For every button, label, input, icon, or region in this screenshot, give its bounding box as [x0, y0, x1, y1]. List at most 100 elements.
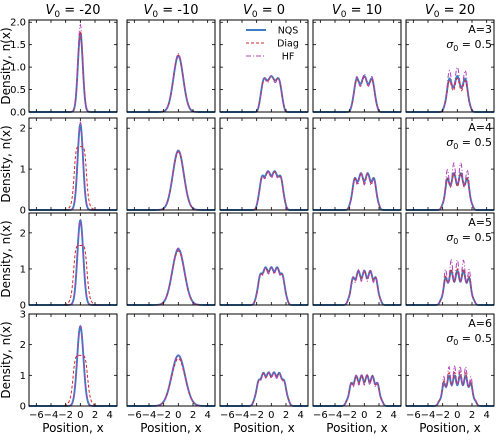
panel-r3-c1: 0 1 2	[20, 212, 118, 312]
sigma-label: σ0 = 0.5	[446, 332, 492, 347]
particle-number-label: A=5	[468, 216, 492, 229]
x-tick-label: −2	[156, 410, 171, 421]
x-axis-label: Position, x	[140, 421, 201, 435]
y-tick-label: 0	[20, 402, 26, 413]
x-tick-label: −4	[235, 410, 250, 421]
panel-r3-c4	[312, 212, 402, 306]
series-diag-line	[29, 30, 117, 113]
panel-frame	[312, 212, 402, 306]
labels-layer: V0 = -20 V0 = -10 V0 = 0 V0 = 10 V0 = 20 Dens…	[0, 3, 475, 399]
legend: NQS Diag HF	[246, 26, 299, 63]
y-tick-label: 2	[20, 228, 26, 239]
y-tick-label: 2.0	[10, 18, 26, 29]
panel-frame	[219, 212, 309, 306]
panel-r2-c2	[126, 117, 216, 211]
series-diag-line	[220, 75, 308, 113]
x-tick-label: 2	[92, 410, 98, 421]
sigma-label: σ0 = 0.5	[446, 231, 492, 246]
series-hf-line	[127, 247, 215, 306]
series-hf-line	[29, 219, 117, 306]
panel-frame	[28, 313, 118, 407]
x-axis-label: Position, x	[326, 421, 387, 435]
panel-r3-c3	[219, 212, 309, 306]
series-hf-line	[313, 171, 401, 211]
panel-r1-c2	[126, 19, 216, 113]
panel-r2-c5: A=4 σ0 = 0.5	[405, 117, 495, 211]
panel-frame	[219, 117, 309, 211]
x-tick-label: −2	[249, 410, 264, 421]
series-nqs-line	[29, 218, 117, 306]
x-tick-label: 0	[454, 410, 460, 421]
series-diag-line	[313, 270, 401, 306]
y-tick-label: 2	[20, 340, 26, 351]
y-tick-label: 0	[20, 206, 26, 217]
x-tick-label: 4	[204, 410, 210, 421]
series-nqs-line	[406, 75, 494, 113]
series-diag-line	[406, 77, 494, 113]
y-tick-label: 1	[20, 165, 26, 176]
x-tick-label: −4	[328, 410, 343, 421]
x-tick-label: −4	[421, 410, 436, 421]
legend-label-diag: Diag	[277, 39, 299, 50]
x-tick-label: 2	[190, 410, 196, 421]
x-tick-label: −6	[406, 410, 421, 421]
x-axis-label: Position, x	[419, 421, 480, 435]
y-axis-label: Density, n(x)	[0, 220, 13, 297]
sigma-label: σ0 = 0.5	[446, 38, 492, 53]
series-nqs-line	[29, 324, 117, 407]
x-tick-label: 4	[483, 410, 489, 421]
y-tick-label: 2	[20, 124, 26, 135]
x-tick-label: −6	[127, 410, 142, 421]
y-tick-label: 0.5	[10, 85, 26, 96]
series-hf-line	[220, 266, 308, 306]
panel-r2-c4	[312, 117, 402, 211]
y-tick-label: 3	[20, 310, 26, 321]
x-tick-label: −6	[29, 410, 44, 421]
legend-label-hf: HF	[282, 52, 295, 63]
panel-frame	[126, 19, 216, 113]
x-tick-label: 0	[175, 410, 181, 421]
series-diag-line	[220, 372, 308, 407]
series-nqs-line	[313, 374, 401, 407]
x-axis-label: Position, x	[233, 421, 294, 435]
column-title: V0 = 20	[425, 3, 475, 20]
x-tick-label: 2	[376, 410, 382, 421]
y-tick-label: 1.5	[10, 40, 26, 51]
particle-number-label: A=3	[468, 23, 492, 36]
series-hf-line	[29, 23, 117, 113]
panel-r2-c3	[219, 117, 309, 211]
panel-frame	[219, 19, 309, 113]
y-axis-label: Density, n(x)	[0, 125, 13, 202]
series-diag-line	[406, 172, 494, 211]
series-nqs-line	[406, 171, 494, 211]
panel-r1-c1: 0.0 0.5 1.0 1.5 2.0	[10, 18, 118, 119]
x-tick-label: 0	[361, 410, 367, 421]
column-title: V0 = -20	[45, 3, 100, 20]
series-nqs-line	[220, 75, 308, 113]
panel-frame	[405, 313, 495, 407]
y-tick-label: 0	[20, 301, 26, 312]
column-title: V0 = 10	[332, 3, 382, 20]
column-title: V0 = 0	[243, 3, 285, 20]
y-tick-label: 1	[20, 264, 26, 275]
panel-r1-c3	[219, 19, 309, 113]
panel-frame	[28, 212, 118, 306]
series-hf-line	[406, 364, 494, 407]
series-hf-line	[406, 161, 494, 211]
x-tick-label: 2	[469, 410, 475, 421]
x-tick-label: −2	[435, 410, 450, 421]
x-tick-label: −2	[342, 410, 357, 421]
panel-r2-c1: 0 1 2	[20, 117, 118, 217]
panel-r1-c5: A=3 σ0 = 0.5	[405, 19, 495, 113]
series-nqs-line	[313, 172, 401, 211]
panel-frame	[126, 313, 216, 407]
panel-frame	[312, 313, 402, 407]
panel-frame	[28, 19, 118, 113]
panel-frame	[405, 212, 495, 306]
